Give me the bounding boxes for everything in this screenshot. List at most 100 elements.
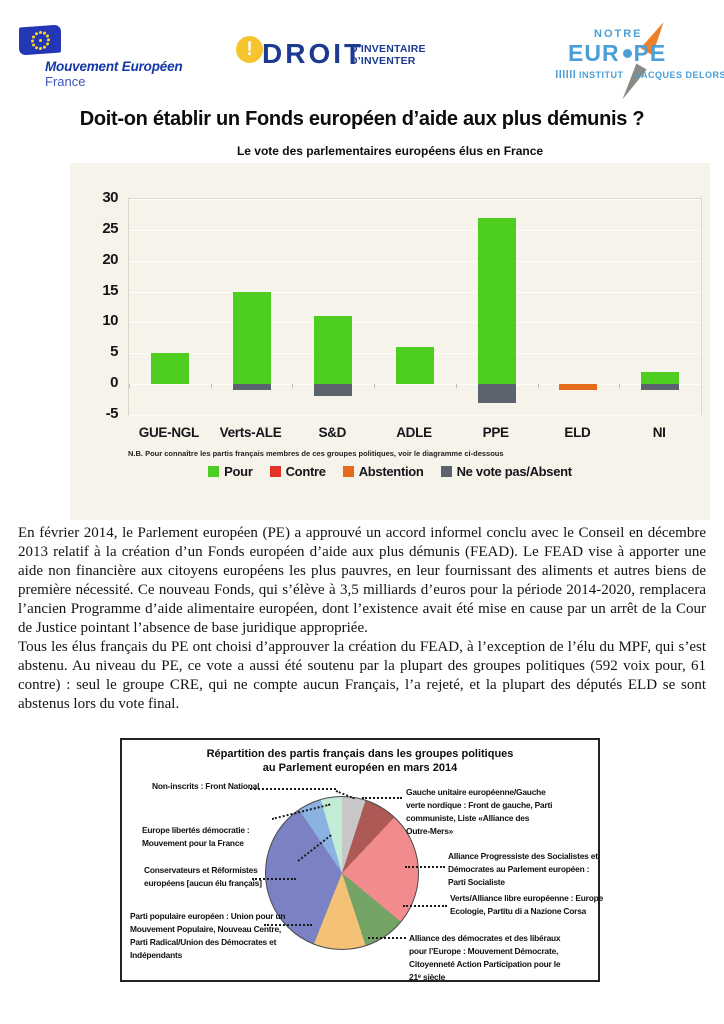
legend-item: Abstention [342, 464, 424, 479]
bar-segment [559, 384, 598, 391]
y-tick-label: 5 [110, 343, 118, 361]
leader-line [264, 924, 312, 926]
pie-callout-label: Gauche unitaire européenne/Gauche verte … [406, 787, 553, 836]
category-label: ELD [564, 425, 591, 440]
legend-swatch [342, 466, 354, 477]
europe-word-left: EUR [568, 40, 620, 66]
bar-segment [232, 291, 271, 385]
droit-tagline-line2: D’INVENTER [350, 55, 416, 67]
bar-segment [150, 353, 189, 385]
legend-swatch [440, 466, 452, 477]
bar-segment [314, 316, 353, 385]
gridline [129, 199, 701, 200]
pie-callout-label: Non-inscrits : Front National [152, 781, 260, 791]
mouvement-europeen-country: France [45, 74, 86, 89]
institut-jacques-delors-label: INSTITUT JACQUES DELORS [556, 70, 724, 80]
page-title: Doit-on établir un Fonds européen d’aide… [79, 108, 645, 130]
compass-hub-icon [620, 47, 634, 60]
legend-label: Abstention [358, 464, 424, 479]
gridline [129, 229, 701, 231]
pie-callout-label: Europe libertés démocratie : Mouvement p… [142, 825, 250, 848]
chart-footnote: N.B. Pour connaître les partis français … [128, 449, 504, 458]
bar-segment [314, 384, 353, 397]
europe-word-right: PE [633, 40, 667, 66]
gridline [129, 415, 701, 416]
pie-chart-title: Répartition des partis français dans les… [122, 747, 598, 775]
bar-segment [232, 384, 271, 391]
legend-swatch [208, 466, 220, 477]
bar-segment [641, 384, 680, 391]
leader-line [368, 937, 406, 939]
gridline [129, 291, 701, 293]
legend-label: Contre [285, 464, 326, 479]
axis-tick [292, 384, 294, 389]
barcode-icon [556, 70, 576, 78]
bar-segment [396, 347, 434, 385]
axis-tick [374, 384, 376, 389]
pie-callout-label: Parti populaire européen : Union pour un… [130, 911, 286, 960]
y-tick-label: 10 [102, 312, 118, 330]
axis-tick [129, 384, 130, 389]
droit-tagline: D’INVENTAIRE D’INVENTER [350, 43, 426, 67]
category-label: Verts-ALE [219, 425, 282, 440]
pie-chart-box: Répartition des partis français dans les… [120, 738, 603, 982]
category-label: NI [652, 425, 666, 440]
leader-line [250, 788, 336, 790]
pie-callout-label: Verts/Alliance libre européenne : Europe… [450, 893, 604, 916]
bar-chart-title: Le vote des parlementaires européens élu… [236, 144, 544, 158]
legend-item: Contre [269, 464, 326, 479]
axis-tick [619, 384, 621, 389]
y-tick-label: -5 [105, 405, 119, 422]
legend-label: Ne vote pas/Absent [456, 464, 573, 479]
legend-item: Ne vote pas/Absent [440, 464, 573, 479]
y-tick-label: 0 [110, 374, 118, 392]
axis-tick [210, 384, 212, 389]
leader-line [252, 878, 296, 880]
legend-swatch [269, 466, 281, 477]
paragraph-1: En février 2014, le Parlement européen (… [18, 525, 706, 636]
gridline [129, 384, 701, 386]
body-text: En février 2014, le Parlement européen (… [18, 524, 706, 714]
europe-wordmark: EUR PE [568, 40, 666, 67]
leader-line [405, 866, 445, 868]
bar-plot [128, 198, 702, 416]
legend-item: Pour [208, 464, 253, 479]
legend-label: Pour [224, 464, 253, 479]
bar-segment [641, 371, 680, 385]
y-tick-label: 20 [102, 250, 118, 268]
pie-callout-label: Alliance Progressiste des Socialistes et… [448, 851, 598, 887]
pie-callout-label: Alliance des démocrates et des libéraux … [409, 933, 561, 982]
droit-wordmark: DROIT [262, 38, 365, 69]
category-label: GUE-NGL [138, 425, 199, 440]
notre-label: NOTRE [594, 28, 643, 40]
category-label: S&D [318, 425, 347, 440]
eu-stars-icon [39, 38, 42, 43]
y-tick-label: 25 [102, 219, 118, 237]
pie-callout-label: Conservateurs et Réformistes européens [… [144, 865, 262, 888]
axis-tick [537, 384, 539, 389]
pie-title-line1: Répartition des partis français dans les… [206, 748, 514, 760]
exclamation-icon: ! [236, 36, 263, 63]
pie-title-line2: au Parlement européen en mars 2014 [262, 762, 458, 774]
leader-line [362, 797, 402, 799]
y-tick-label: 15 [102, 281, 118, 299]
y-tick-label: 30 [102, 189, 118, 206]
category-label: PPE [482, 425, 509, 440]
paragraph-2: Tous les élus français du PE ont choisi … [18, 639, 706, 712]
header: Mouvement Européen France ! DROIT D’INVE… [0, 0, 724, 108]
droit-tagline-line1: D’INVENTAIRE [350, 43, 426, 55]
bar-chart-panel: 30 25 20 15 10 5 0 -5 GUE-NGL Verts-ALE S&D ADLE PP… [70, 163, 710, 520]
gridline [129, 322, 701, 324]
category-label: ADLE [396, 425, 432, 440]
gridline [129, 260, 701, 262]
mouvement-europeen-label: Mouvement Européen [45, 59, 183, 74]
chart-legend: Pour Contre Abstention Ne vote pas/Absent [70, 464, 710, 479]
leader-line [403, 905, 447, 907]
bar-segment [477, 217, 516, 385]
mouvement-europeen-logo: Mouvement Européen France [15, 24, 215, 89]
eu-flag-icon [19, 24, 61, 56]
axis-tick [455, 384, 457, 389]
institut-label: INSTITUT [579, 70, 624, 80]
bar-segment [477, 384, 516, 403]
